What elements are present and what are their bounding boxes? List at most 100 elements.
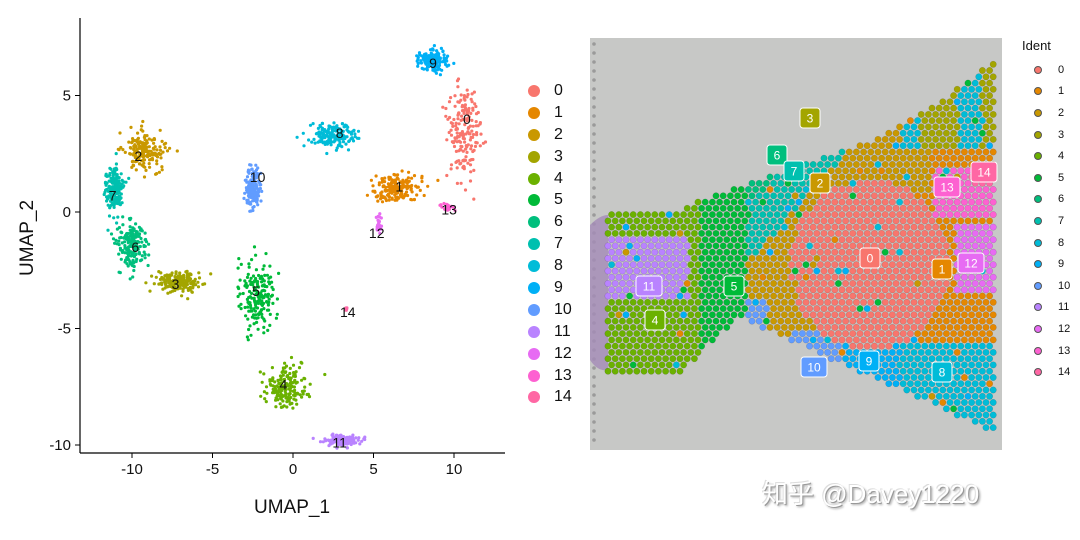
legend-item: 3 [528, 146, 572, 168]
legend-label: 8 [554, 257, 563, 275]
legend-dot-icon [1034, 303, 1042, 312]
cluster-label-box [723, 275, 745, 297]
legend-item: 12 [1022, 318, 1070, 340]
cluster-label: 11 [643, 280, 656, 294]
cluster-label: 7 [791, 165, 798, 179]
legend-item: 0 [528, 80, 572, 102]
cluster-label: 2 [135, 148, 143, 164]
legend-label: 0 [554, 81, 563, 99]
legend-label: 11 [1058, 301, 1070, 314]
cluster-label-box [933, 176, 961, 198]
legend-label: 8 [1058, 236, 1065, 249]
legend-item: 11 [1022, 297, 1070, 319]
legend-item: 0 [1022, 59, 1070, 81]
cluster-label: 1 [939, 263, 946, 277]
legend-item: 5 [1022, 167, 1070, 189]
legend-item: 8 [1022, 232, 1070, 254]
legend-label: 1 [1058, 85, 1065, 98]
legend-dot-icon [528, 347, 540, 360]
legend-label: 3 [1058, 128, 1065, 141]
cluster-label-box [635, 275, 663, 297]
cluster-label-box [799, 107, 821, 129]
scatter-points [102, 44, 488, 450]
x-axis-title: UMAP_1 [254, 497, 330, 518]
legend-dot-icon [528, 238, 540, 251]
legend-item: 13 [528, 365, 572, 387]
legend-item: 3 [1022, 124, 1070, 146]
legend-dot-icon [1034, 216, 1042, 225]
legend-label: 6 [1058, 193, 1065, 206]
cluster-label: 11 [332, 435, 347, 451]
legend-item: 1 [1022, 81, 1070, 103]
legend-label: 13 [554, 366, 572, 384]
legend-label: 14 [554, 388, 572, 406]
cluster-label-box [644, 309, 666, 331]
legend-label: 12 [554, 344, 572, 362]
legend-dot-icon [1034, 130, 1042, 139]
y-tick-label: -5 [58, 321, 71, 338]
legend-label: 14 [1058, 366, 1071, 379]
legend-label: 7 [554, 235, 563, 253]
cluster-label: 5 [252, 283, 260, 299]
legend-label: 12 [1058, 322, 1071, 335]
legend-item: 13 [1022, 340, 1070, 362]
cluster-label: 3 [807, 112, 814, 126]
legend-dot-icon [1034, 368, 1042, 377]
umap-plot: -10 -5 0 5 1050-5-10UMAP_1UMAP_2012345678910… [17, 18, 505, 518]
legend-item: 6 [528, 211, 572, 233]
legend-dot-icon [528, 369, 540, 382]
cluster-label: 10 [250, 169, 266, 185]
x-tick-label: 0 [289, 461, 297, 478]
legend-item: 8 [528, 255, 572, 277]
legend-dot-icon [528, 106, 540, 119]
cluster-label: 12 [369, 225, 385, 241]
cluster-label: 8 [939, 366, 946, 380]
x-tick-label: -10 [121, 461, 143, 478]
cluster-label: 6 [774, 149, 781, 163]
cluster-label-box [858, 350, 880, 372]
legend-label: 10 [554, 300, 572, 318]
legend-label: 11 [554, 322, 571, 340]
legend-item: 2 [1022, 102, 1070, 124]
cluster-label: 10 [807, 361, 821, 375]
y-tick-label: 5 [63, 88, 71, 105]
legend-item: 14 [528, 386, 572, 408]
legend-item: 1 [528, 102, 572, 124]
cluster-label-box [859, 247, 881, 269]
legend-label: 3 [554, 147, 563, 165]
umap-legend: 0 1 2 3 4 5 6 7 8 9 10 11 12 13 14 [528, 80, 572, 408]
legend-label: 4 [1058, 150, 1065, 163]
cluster-label: 9 [429, 55, 437, 71]
legend-dot-icon [528, 84, 540, 97]
legend-label: 9 [554, 278, 563, 296]
cluster-label-box [931, 258, 953, 280]
cluster-label-box [809, 172, 831, 194]
watermark: 知乎 @Davey1220 [762, 479, 980, 509]
legend-item: 5 [528, 189, 572, 211]
legend-label: 13 [1058, 344, 1071, 357]
legend-dot-icon [1034, 87, 1042, 96]
legend-label: 2 [1058, 106, 1065, 119]
cluster-label: 9 [866, 355, 873, 369]
cluster-label: 7 [109, 188, 117, 204]
legend-dot-icon [528, 325, 540, 338]
legend-dot-icon [1034, 346, 1042, 355]
cluster-label: 12 [964, 257, 978, 271]
x-tick-label: 10 [446, 461, 463, 478]
legend-dot-icon [528, 172, 540, 185]
y-tick-label: 0 [63, 204, 71, 221]
cluster-label-box [783, 160, 805, 182]
cluster-label: 8 [336, 125, 344, 141]
legend-dot-icon [528, 281, 540, 294]
cluster-label: 0 [867, 252, 874, 266]
cluster-label-box [957, 252, 985, 274]
legend-label: 7 [1058, 214, 1065, 227]
legend-item: 11 [528, 321, 572, 343]
legend-item: 14 [1022, 361, 1070, 383]
legend-dot-icon [1034, 152, 1042, 161]
cluster-label: 1 [395, 178, 403, 194]
x-tick-label: -5 [206, 461, 219, 478]
legend-dot-icon [1034, 281, 1042, 290]
legend-label: 5 [1058, 171, 1065, 184]
legend-dot-icon [1034, 195, 1042, 204]
